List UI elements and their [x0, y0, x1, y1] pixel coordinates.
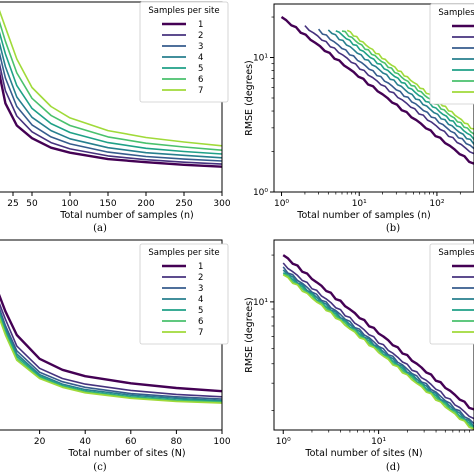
x-tick-label: 200 [137, 199, 154, 209]
legend-box [139, 1, 229, 103]
legend-label-4: 4 [198, 295, 203, 305]
y-tick-label: 10¹ [253, 298, 268, 308]
legend-label-3: 3 [198, 284, 203, 294]
x-axis-label: Total number of sites (N) [67, 448, 185, 459]
legend-label-6: 6 [198, 317, 203, 327]
x-tick-label: 150 [99, 199, 116, 209]
x-tick-label: 100 [213, 437, 230, 447]
legend-box [429, 3, 474, 105]
x-tick-label: 20 [34, 437, 46, 447]
series-line-4 [0, 311, 222, 402]
series-line-6 [341, 30, 474, 135]
series-line-1 [0, 293, 222, 393]
legend-title: Samples per site [148, 6, 219, 16]
y-tick-label: 10¹ [253, 54, 268, 64]
x-axis-label: Total number of samples (n) [296, 210, 430, 221]
legend-label-1: 1 [198, 20, 203, 30]
x-tick-label: 10⁰ [274, 199, 289, 209]
x-tick-label: 40 [79, 437, 91, 447]
series-line-7 [0, 9, 222, 147]
series-group [0, 293, 222, 404]
legend-label-2: 2 [198, 31, 203, 41]
series-line-7 [346, 29, 474, 130]
legend-box [139, 243, 229, 345]
series-line-4 [327, 29, 474, 145]
series-line-3 [317, 28, 474, 150]
panel-c: 20 40 60 80 100 Total number of sites (N) (c) S… [0, 239, 231, 473]
series-line-2 [282, 262, 474, 420]
series-line-7 [0, 317, 222, 404]
x-tick-label: 10⁰ [276, 437, 291, 447]
panel-caption: (c) [93, 462, 107, 473]
series-line-1 [280, 16, 474, 165]
series-line-4 [0, 41, 222, 159]
x-axis-label: Total number of sites (N) [304, 448, 422, 459]
x-tick-label: 10² [429, 199, 444, 209]
y-axis-label: RMSE (degrees) [244, 60, 255, 136]
legend-label-6: 6 [198, 75, 203, 85]
x-tick-label: 250 [175, 199, 192, 209]
x-axis-label: Total number of samples (n) [59, 210, 193, 221]
series-line-5 [335, 30, 474, 140]
legend-label-2: 2 [198, 273, 203, 283]
y-axis-label: RMSE (degrees) [244, 297, 255, 373]
series-line-1 [0, 71, 222, 168]
x-tick-label: 60 [125, 437, 137, 447]
panel-caption: (b) [386, 223, 400, 234]
x-tick-label: 50 [26, 199, 38, 209]
x-tick-label: 25 [7, 199, 18, 209]
x-tick-label: 10¹ [371, 437, 386, 447]
series-group [0, 9, 222, 168]
series-line-4 [282, 269, 474, 428]
legend-label-1: 1 [198, 262, 203, 272]
series-line-2 [0, 302, 222, 398]
legend-label-5: 5 [198, 64, 203, 74]
legend-label-7: 7 [198, 328, 203, 338]
legend-label-3: 3 [198, 42, 203, 52]
series-line-2 [304, 25, 474, 155]
series-group [282, 254, 474, 430]
legend-label-7: 7 [198, 86, 203, 96]
legend-title: Samples per site [438, 8, 474, 18]
series-line-7 [282, 274, 474, 430]
series-group [280, 16, 474, 165]
series-line-1 [282, 254, 474, 411]
series-line-3 [0, 307, 222, 400]
series-line-3 [0, 52, 222, 162]
series-line-6 [0, 20, 222, 151]
series-line-2 [0, 62, 222, 165]
panel-caption: (a) [93, 223, 107, 234]
y-tick-label: 10⁰ [253, 188, 268, 198]
x-tick-label: 300 [213, 199, 230, 209]
legend-box [429, 243, 474, 345]
legend-label-4: 4 [198, 53, 203, 63]
x-tick-label: 10¹ [352, 199, 367, 209]
series-line-5 [0, 31, 222, 155]
panel-caption: (d) [386, 462, 400, 473]
x-tick-label: 80 [171, 437, 183, 447]
legend-title: Samples per site [438, 248, 474, 258]
legend-label-5: 5 [198, 306, 203, 316]
x-tick-label: 100 [61, 199, 78, 209]
legend-title: Samples per site [148, 248, 219, 258]
